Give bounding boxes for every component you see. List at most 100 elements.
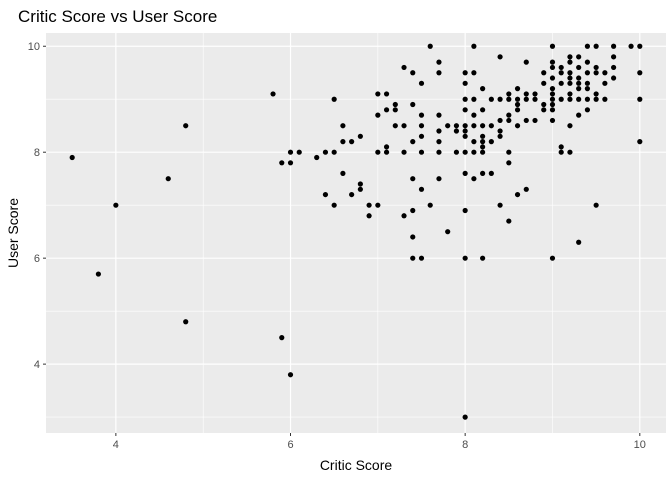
data-point	[357, 133, 363, 139]
data-point	[480, 255, 486, 261]
data-point	[593, 43, 599, 49]
data-point	[576, 64, 582, 71]
data-point	[322, 149, 329, 155]
data-point	[523, 186, 529, 192]
data-point	[392, 107, 398, 113]
data-point	[584, 70, 591, 76]
data-point	[611, 43, 617, 49]
data-point	[567, 123, 573, 129]
data-point	[480, 144, 486, 150]
x-tick-label: 4	[113, 439, 119, 451]
data-point	[445, 229, 451, 235]
data-point	[558, 149, 564, 155]
data-point	[471, 96, 477, 102]
data-point	[349, 191, 355, 198]
data-point	[410, 176, 416, 182]
chart-title: Critic Score vs User Score	[18, 7, 217, 26]
data-point	[270, 91, 276, 97]
data-point	[497, 96, 503, 102]
data-point	[471, 176, 477, 182]
data-point	[549, 75, 556, 81]
data-point	[462, 207, 468, 214]
data-point	[462, 149, 468, 155]
data-point	[401, 213, 407, 219]
data-point	[558, 80, 564, 86]
data-point	[506, 149, 512, 155]
data-point	[523, 59, 529, 65]
y-axis-label: User Score	[5, 198, 21, 268]
data-point	[576, 239, 582, 245]
data-point	[462, 255, 468, 261]
data-point	[462, 128, 468, 134]
data-point	[584, 43, 591, 49]
data-point	[611, 64, 617, 71]
data-point	[567, 70, 573, 76]
data-point	[602, 96, 608, 102]
data-point	[471, 112, 477, 118]
data-point	[514, 96, 521, 102]
data-point	[462, 107, 468, 113]
data-point	[611, 75, 617, 81]
data-point	[471, 123, 477, 129]
data-point	[567, 91, 573, 97]
y-tick-label: 8	[34, 147, 40, 159]
data-point	[427, 202, 433, 208]
data-point	[558, 70, 564, 76]
data-point	[331, 202, 337, 208]
data-point	[567, 54, 573, 60]
data-point	[506, 117, 512, 124]
data-point	[462, 123, 468, 129]
y-tick-label: 6	[34, 253, 40, 265]
data-point	[497, 54, 503, 60]
data-point	[445, 123, 451, 129]
data-point	[410, 207, 416, 214]
data-point	[497, 133, 503, 139]
data-point	[471, 70, 477, 76]
data-point	[436, 112, 442, 118]
data-point	[532, 96, 538, 102]
data-point	[375, 202, 381, 208]
data-point	[576, 75, 582, 81]
x-tick-label: 6	[287, 439, 293, 451]
data-point	[637, 96, 643, 102]
data-point	[462, 170, 468, 176]
data-point	[480, 170, 486, 176]
data-point	[593, 202, 599, 208]
data-point	[287, 149, 294, 155]
y-axis-ticks: 4 6 8 10	[28, 41, 46, 371]
data-point	[410, 139, 416, 145]
data-point	[523, 117, 529, 124]
data-point	[549, 64, 556, 71]
data-point	[418, 186, 425, 192]
data-point	[69, 154, 75, 161]
data-point	[506, 160, 512, 166]
data-point	[549, 86, 556, 92]
data-point	[287, 160, 294, 166]
data-point	[357, 186, 363, 192]
data-point	[558, 144, 564, 150]
data-point	[392, 101, 398, 108]
data-point	[375, 91, 381, 97]
data-point	[383, 107, 390, 113]
data-point	[453, 149, 460, 155]
data-point	[549, 117, 556, 124]
data-point	[584, 86, 591, 92]
data-point	[532, 91, 538, 97]
data-point	[576, 96, 582, 102]
data-point	[462, 414, 468, 420]
data-point	[549, 59, 556, 65]
data-point	[611, 54, 617, 60]
data-point	[340, 123, 346, 129]
data-point	[95, 271, 101, 277]
data-point	[383, 144, 390, 150]
data-point	[593, 96, 599, 102]
data-point	[637, 70, 643, 76]
data-point	[183, 319, 189, 325]
data-point	[436, 176, 442, 182]
data-point	[165, 176, 171, 182]
data-point	[383, 149, 390, 155]
data-point	[375, 149, 381, 155]
data-point	[549, 101, 556, 108]
data-point	[418, 133, 425, 139]
